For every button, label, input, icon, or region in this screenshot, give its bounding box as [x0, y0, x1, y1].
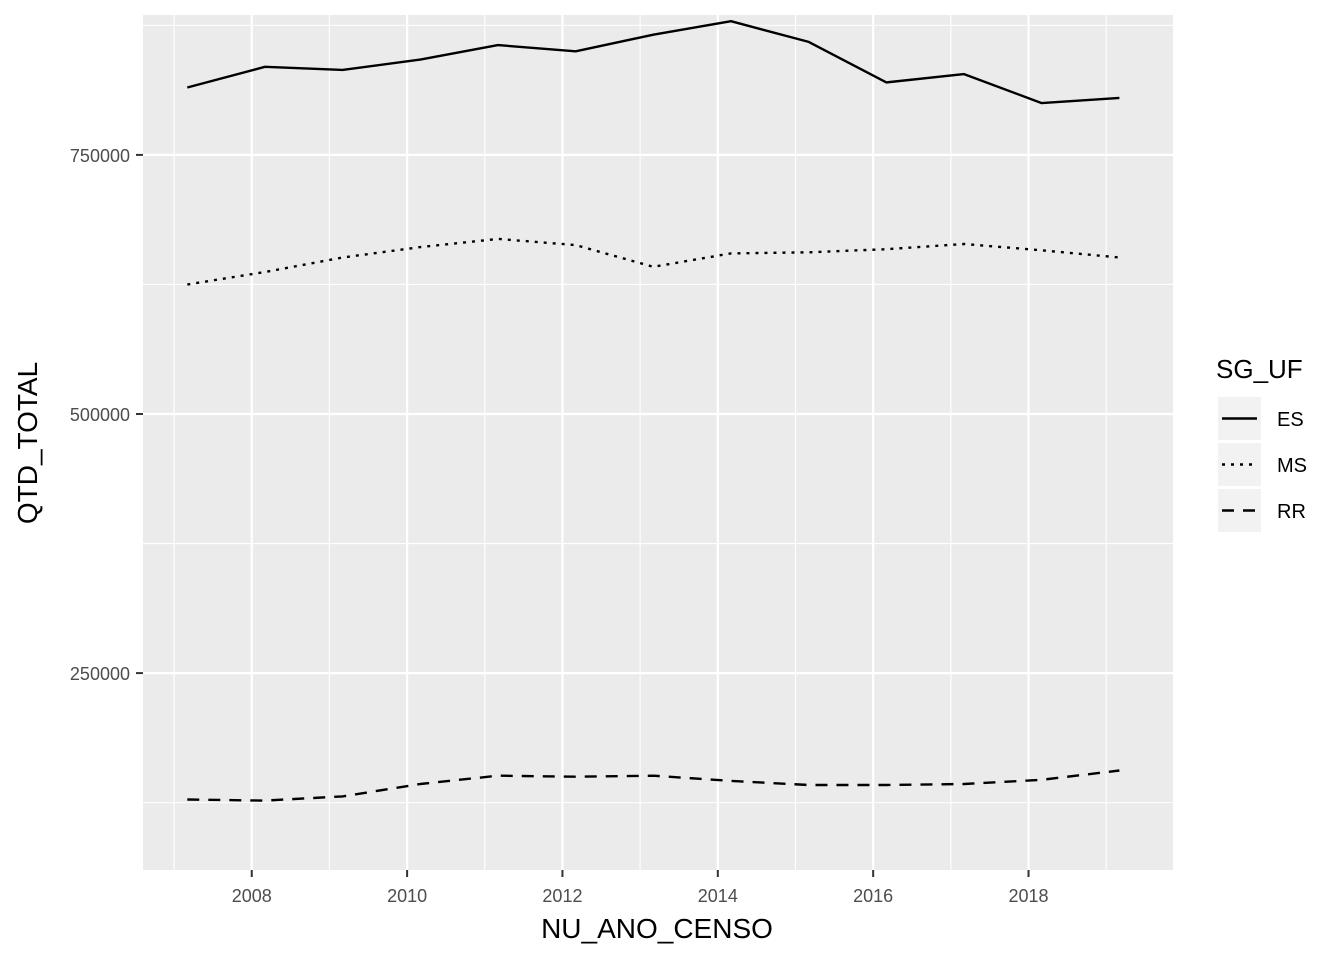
legend-label: MS — [1277, 455, 1307, 477]
legend-item-rr: RR — [1218, 489, 1306, 532]
x-tick-label: 2018 — [1008, 886, 1048, 906]
x-tick-label: 2008 — [232, 886, 272, 906]
y-axis-title: QTD_TOTAL — [12, 362, 43, 524]
y-tick-label: 750000 — [70, 146, 130, 166]
series-line-es — [186, 20, 1120, 105]
legend: SG_UF ES MS RR — [1216, 354, 1307, 532]
x-axis-title: NU_ANO_CENSO — [541, 913, 773, 944]
legend-label: ES — [1277, 409, 1304, 431]
x-tick-label: 2014 — [698, 886, 738, 906]
legend-title: SG_UF — [1216, 354, 1303, 384]
series-line-ms — [187, 237, 1120, 286]
series-lines — [186, 20, 1120, 802]
series-line-rr — [187, 769, 1120, 802]
y-axis: 250000 500000 750000 — [70, 146, 143, 684]
legend-item-es: ES — [1218, 397, 1304, 440]
legend-label: RR — [1277, 501, 1306, 523]
legend-key-background — [1218, 443, 1261, 486]
x-tick-label: 2012 — [542, 886, 582, 906]
x-tick-label: 2016 — [853, 886, 893, 906]
plot-panel — [143, 15, 1173, 870]
x-tick-label: 2010 — [387, 886, 427, 906]
y-tick-label: 250000 — [70, 664, 130, 684]
legend-item-ms: MS — [1218, 443, 1307, 486]
x-axis: 2008 2010 2012 2014 2016 2018 — [232, 870, 1049, 906]
minor-gridlines — [143, 15, 1173, 870]
y-tick-label: 500000 — [70, 405, 130, 425]
major-gridlines — [143, 15, 1173, 870]
